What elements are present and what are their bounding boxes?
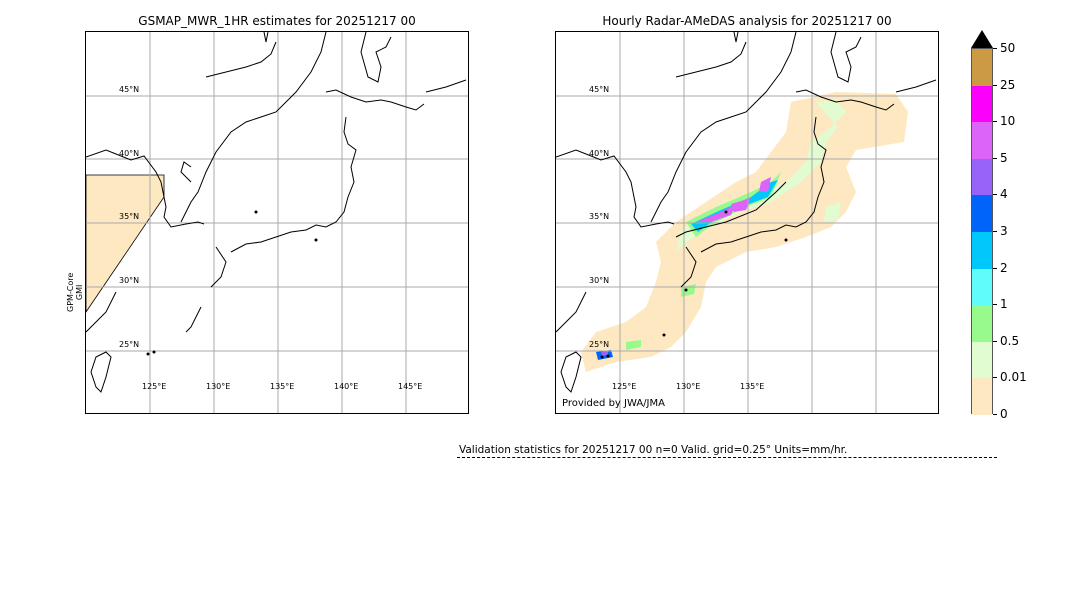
lat-label-40n: 40°N (119, 149, 140, 158)
right-map-graphics (556, 32, 938, 413)
colorbar-tick-label: 10 (1000, 114, 1016, 129)
lat-label-30n: 30°N (589, 276, 610, 285)
lat-label-45n: 45°N (589, 85, 610, 94)
colorbar-tick (993, 414, 997, 415)
colorbar-tick-label: 0.5 (1000, 333, 1020, 348)
colorbar-tick (993, 267, 997, 269)
lon-label-125e: 125°E (142, 382, 167, 391)
colorbar-tick (993, 377, 997, 379)
left-map-title: GSMAP_MWR_1HR estimates for 20251217 00 (138, 14, 416, 28)
lat-label-40n: 40°N (589, 149, 610, 158)
left-map-graphics (86, 32, 468, 413)
lat-label-25n: 25°N (119, 340, 140, 349)
sensor-label-line2: GMI (75, 284, 84, 301)
colorbar-tick (993, 340, 997, 342)
sensor-label-line1: GPM-Core (66, 272, 75, 312)
precipitation-field (581, 92, 908, 372)
colorbar-segment (972, 122, 992, 159)
lat-label-35n: 35°N (589, 212, 610, 221)
colorbar-tick-label: 4 (1000, 187, 1008, 202)
colorbar-tick-label: 25 (1000, 77, 1016, 92)
colorbar-tick-label: 5 (1000, 150, 1008, 165)
lon-label-135e: 135°E (740, 382, 765, 391)
colorbar-tick-label: 0 (1000, 407, 1008, 421)
colorbar-segment (972, 49, 992, 86)
colorbar-tick-label: 1 (1000, 297, 1008, 312)
colorbar-segment (972, 85, 992, 123)
colorbar-segment (972, 341, 992, 379)
right-map: 45°N 40°N 35°N 30°N 25°N 125°E 130°E 135… (555, 31, 939, 414)
colorbar-tick (993, 157, 997, 159)
colorbar-tick-label: 2 (1000, 260, 1008, 275)
colorbar-tick (993, 304, 997, 306)
lat-label-35n: 35°N (119, 212, 140, 221)
colorbar-segment (972, 268, 992, 306)
colorbar-tick (993, 121, 997, 123)
lon-label-130e: 130°E (676, 382, 701, 391)
sensor-label: GPM-Core GMI (66, 273, 84, 312)
colorbar (971, 48, 993, 415)
colorbar-tick-label: 3 (1000, 224, 1008, 238)
data-credit: Provided by JWA/JMA (562, 398, 665, 409)
satellite-swath (86, 174, 165, 313)
lat-label-45n: 45°N (119, 85, 140, 94)
colorbar-extend-arrow (971, 30, 993, 48)
colorbar-tick (993, 194, 997, 196)
lon-label-140e: 140°E (334, 382, 359, 391)
lon-label-135e: 135°E (270, 382, 295, 391)
validation-stats: Validation statistics for 20251217 00 n=… (459, 444, 848, 456)
colorbar-segment (972, 195, 992, 232)
colorbar-segment (972, 378, 992, 415)
stats-divider (457, 457, 997, 458)
lat-label-30n: 30°N (119, 276, 140, 285)
colorbar-tick (993, 84, 997, 86)
colorbar-tick-label: 50 (1000, 41, 1016, 55)
right-map-title: Hourly Radar-AMeDAS analysis for 2025121… (602, 14, 892, 28)
lat-label-25n: 25°N (589, 340, 610, 349)
lon-label-145e: 145°E (398, 382, 423, 391)
colorbar-tick-label: 0.01 (1000, 370, 1027, 385)
colorbar-segment (972, 232, 992, 269)
colorbar-segment (972, 158, 992, 196)
colorbar-tick (993, 48, 997, 49)
lon-label-130e: 130°E (206, 382, 231, 391)
colorbar-tick (993, 231, 997, 232)
colorbar-segment (972, 305, 992, 342)
left-map: 45°N 40°N 35°N 30°N 25°N 125°E 130°E 135… (85, 31, 469, 414)
lon-label-125e: 125°E (612, 382, 637, 391)
